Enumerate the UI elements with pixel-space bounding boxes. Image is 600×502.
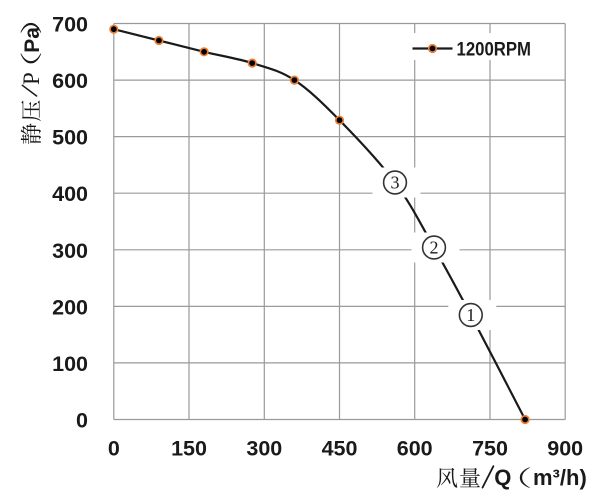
svg-text:200: 200 (52, 295, 88, 319)
svg-text:450: 450 (322, 436, 358, 460)
svg-text:100: 100 (52, 352, 88, 376)
svg-text:1: 1 (466, 305, 475, 325)
svg-text:1200RPM: 1200RPM (457, 39, 532, 60)
svg-text:700: 700 (52, 13, 88, 37)
svg-text:P: P (19, 72, 44, 85)
svg-text:0: 0 (76, 409, 88, 433)
svg-text:600: 600 (397, 436, 433, 460)
svg-text:Pa: Pa (21, 27, 44, 53)
svg-text:m³/h): m³/h) (533, 465, 587, 490)
svg-text:750: 750 (472, 436, 508, 460)
svg-text:300: 300 (52, 239, 88, 263)
svg-text:3: 3 (391, 173, 400, 193)
svg-text:0: 0 (108, 436, 120, 460)
svg-text:2: 2 (430, 238, 439, 258)
svg-text:400: 400 (52, 182, 88, 206)
svg-text:150: 150 (171, 436, 207, 460)
svg-text:300: 300 (246, 436, 282, 460)
svg-text:500: 500 (52, 126, 88, 150)
svg-text:900: 900 (547, 436, 583, 460)
svg-text:Q: Q (494, 465, 511, 490)
svg-text:600: 600 (52, 69, 88, 93)
